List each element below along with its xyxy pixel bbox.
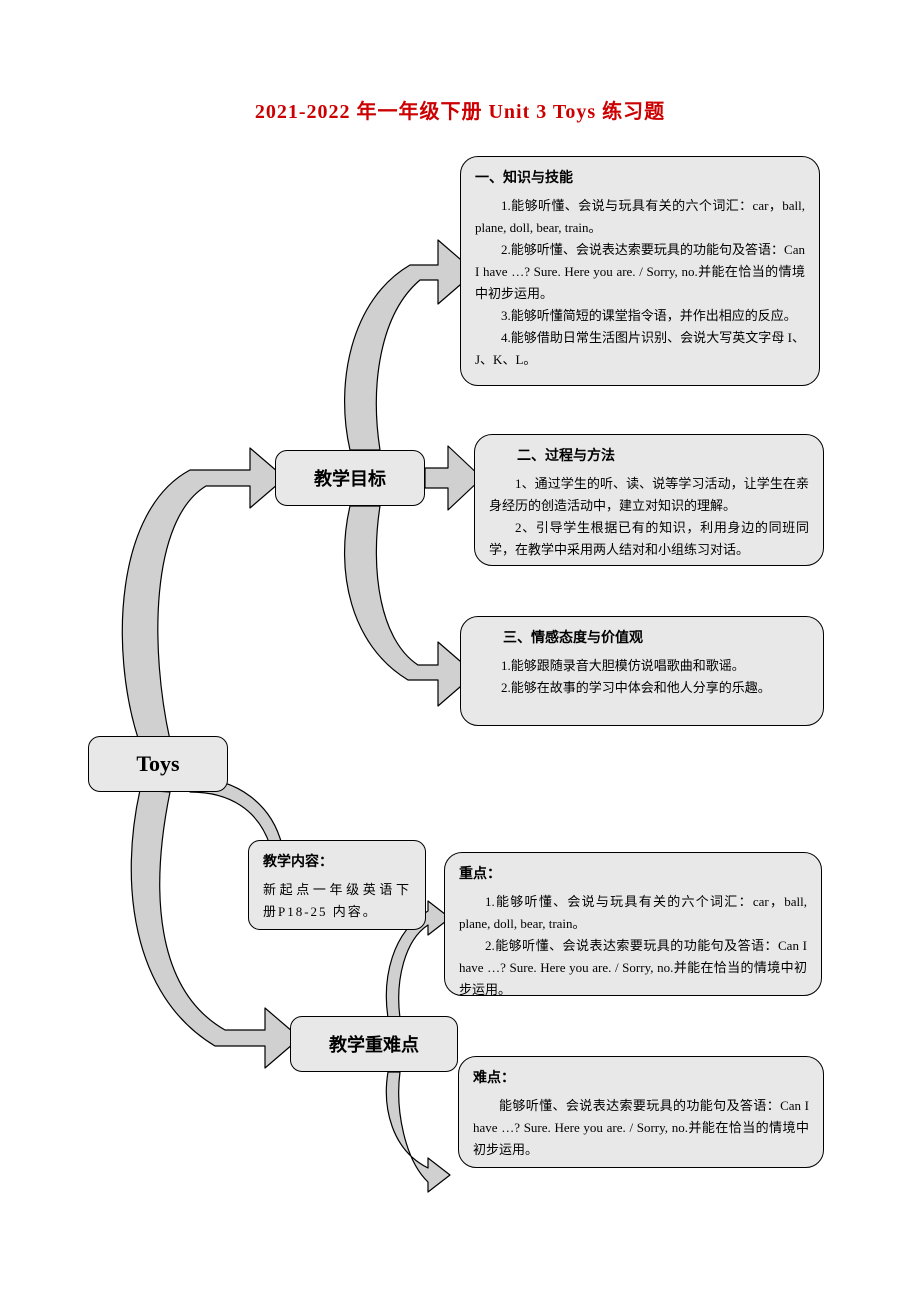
knowledge-line-2: 3.能够听懂简短的课堂指令语，并作出相应的反应。	[475, 305, 805, 327]
box-attitude: 三、情感态度与价值观 1.能够跟随录音大胆模仿说唱歌曲和歌谣。 2.能够在故事的…	[460, 616, 824, 726]
page-title: 2021-2022 年一年级下册 Unit 3 Toys 练习题	[0, 0, 920, 124]
node-root: Toys	[88, 736, 228, 792]
knowledge-line-3: 4.能够借助日常生活图片识别、会说大写英文字母 I、J、K、L。	[475, 327, 805, 371]
attitude-line-0: 1.能够跟随录音大胆模仿说唱歌曲和歌谣。	[475, 655, 809, 677]
box-keypoint: 重点： 1.能够听懂、会说与玩具有关的六个词汇：car，ball, plane,…	[444, 852, 822, 996]
process-title: 二、过程与方法	[489, 445, 809, 469]
node-difficulty-label: 教学重难点	[329, 1031, 419, 1057]
arrow-difficulty-to-hardpoint	[386, 1072, 450, 1192]
node-content: 教学内容： 新起点一年级英语下册P18-25 内容。	[248, 840, 426, 930]
arrow-goals-to-attitude	[345, 506, 475, 706]
keypoint-line-1: 2.能够听懂、会说表达索要玩具的功能句及答语：Can I have …? Sur…	[459, 935, 807, 1001]
attitude-title: 三、情感态度与价值观	[475, 627, 809, 651]
attitude-line-1: 2.能够在故事的学习中体会和他人分享的乐趣。	[475, 677, 809, 699]
arrow-goals-to-knowledge	[345, 240, 475, 450]
node-goals: 教学目标	[275, 450, 425, 506]
knowledge-title: 一、知识与技能	[475, 167, 805, 191]
box-knowledge: 一、知识与技能 1.能够听懂、会说与玩具有关的六个词汇：car，ball, pl…	[460, 156, 820, 386]
box-process: 二、过程与方法 1、通过学生的听、读、说等学习活动，让学生在亲身经历的创造活动中…	[474, 434, 824, 566]
node-difficulty: 教学重难点	[290, 1016, 458, 1072]
node-goals-label: 教学目标	[314, 465, 386, 491]
process-line-0: 1、通过学生的听、读、说等学习活动，让学生在亲身经历的创造活动中，建立对知识的理…	[489, 473, 809, 517]
node-root-label: Toys	[136, 751, 179, 777]
process-line-1: 2、引导学生根据已有的知识，利用身边的同班同学，在教学中采用两人结对和小组练习对…	[489, 517, 809, 561]
knowledge-line-0: 1.能够听懂、会说与玩具有关的六个词汇：car，ball, plane, dol…	[475, 195, 805, 239]
knowledge-line-1: 2.能够听懂、会说表达索要玩具的功能句及答语：Can I have …? Sur…	[475, 239, 805, 305]
keypoint-line-0: 1.能够听懂、会说与玩具有关的六个词汇：car，ball, plane, dol…	[459, 891, 807, 935]
box-hardpoint: 难点： 能够听懂、会说表达索要玩具的功能句及答语：Can I have …? S…	[458, 1056, 824, 1168]
content-title: 教学内容：	[263, 851, 411, 875]
content-body: 新起点一年级英语下册P18-25 内容。	[263, 879, 411, 923]
diagram-container: Toys 教学目标 教学内容： 新起点一年级英语下册P18-25 内容。 教学重…	[0, 150, 920, 1250]
hardpoint-line-0: 能够听懂、会说表达索要玩具的功能句及答语：Can I have …? Sure.…	[473, 1095, 809, 1161]
keypoint-title: 重点：	[459, 863, 807, 887]
hardpoint-title: 难点：	[473, 1067, 809, 1091]
arrow-toys-to-goals	[122, 448, 285, 740]
